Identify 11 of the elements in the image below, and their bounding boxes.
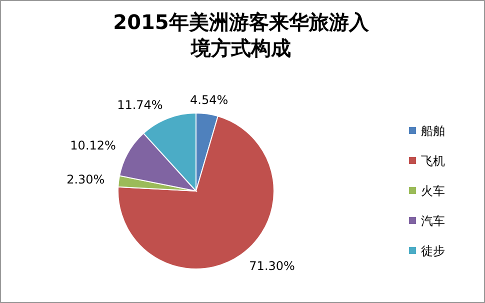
- legend-label: 汽车: [421, 214, 445, 228]
- data-label: 4.54%: [190, 92, 228, 107]
- chart-title: 2015年美洲游客来华旅游入境方式构成: [112, 9, 370, 61]
- legend-label: 船舶: [421, 124, 445, 138]
- data-label: 10.12%: [70, 138, 116, 153]
- legend-label: 徒步: [421, 244, 445, 258]
- data-label: 11.74%: [117, 98, 163, 112]
- data-label: 2.30%: [66, 172, 105, 187]
- legend-label: 飞机: [421, 154, 445, 168]
- legend-label: 火车: [421, 184, 445, 198]
- data-label: 71.30%: [249, 259, 295, 274]
